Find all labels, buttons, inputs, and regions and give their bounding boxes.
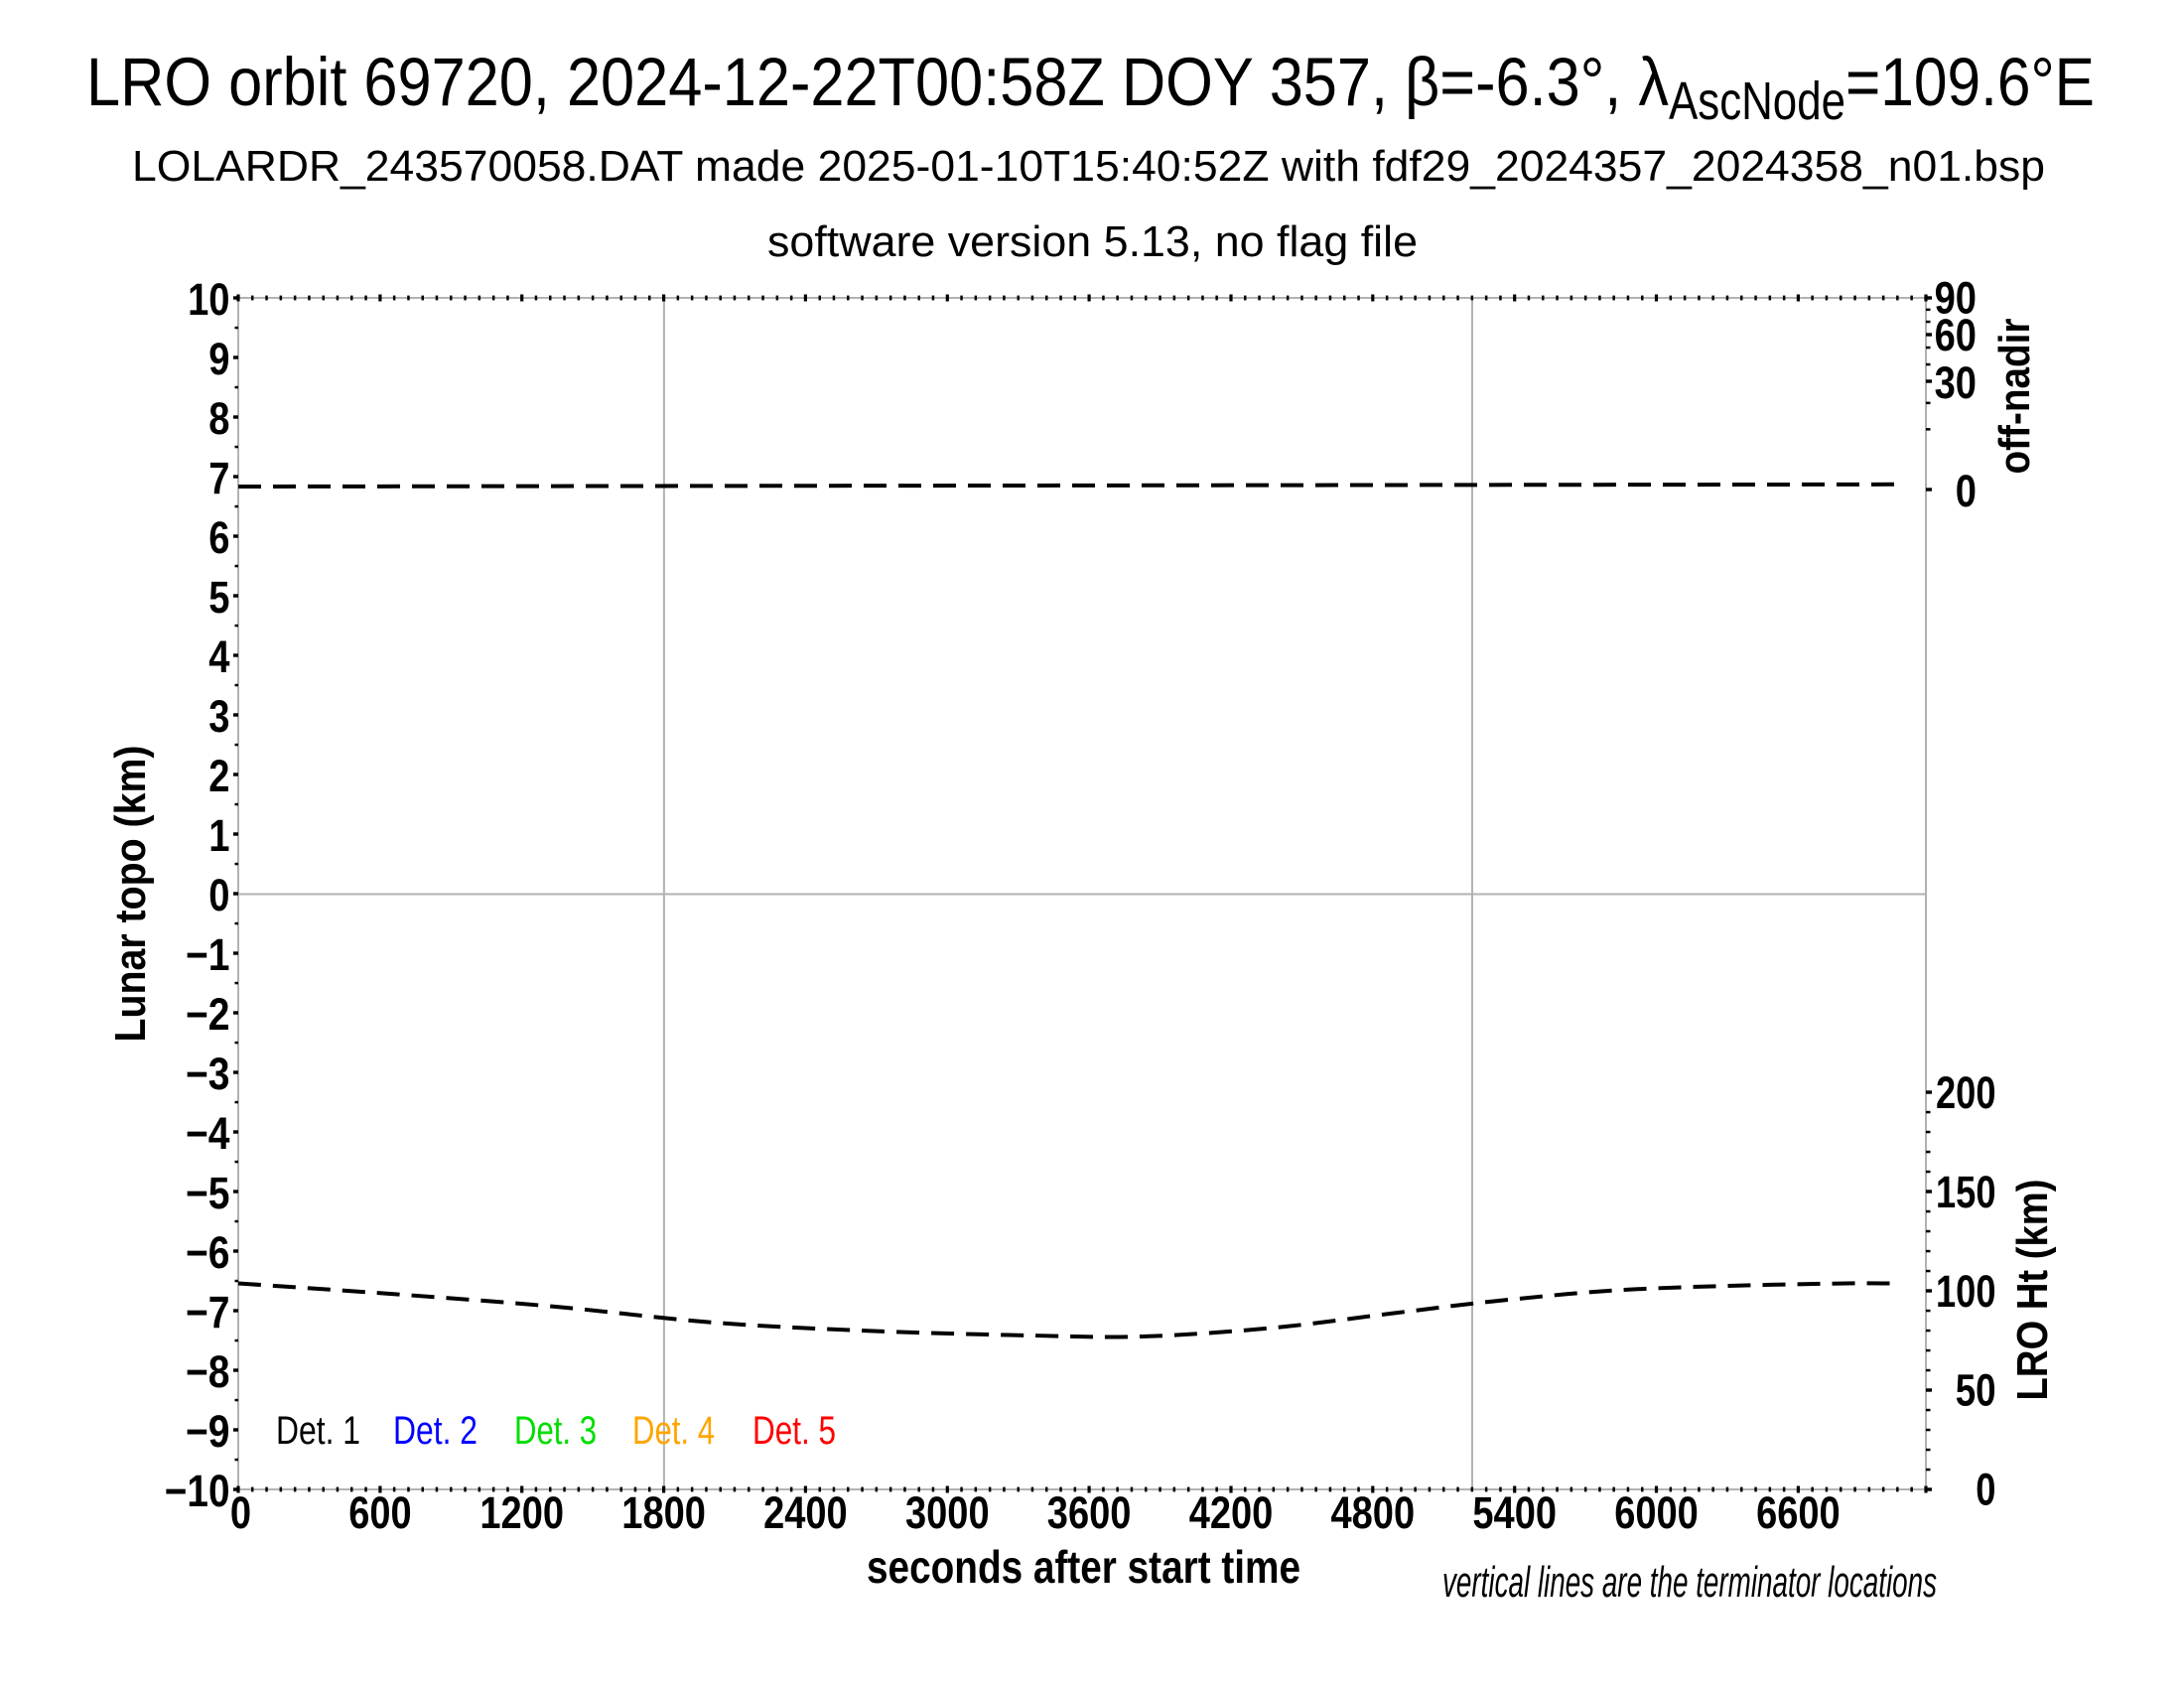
svg-text:8: 8 [208,393,229,444]
svg-text:Lunar topo (km): Lunar topo (km) [106,746,155,1043]
svg-text:−8: −8 [186,1346,230,1397]
svg-text:3: 3 [208,691,229,742]
svg-text:50: 50 [1956,1365,1996,1416]
svg-text:0: 0 [208,870,229,920]
svg-text:100: 100 [1936,1266,1996,1317]
svg-text:Det. 2: Det. 2 [393,1409,478,1453]
svg-text:0: 0 [1956,466,1977,516]
svg-text:Det. 1: Det. 1 [276,1409,360,1453]
svg-text:LOLARDR_243570058.DAT made 202: LOLARDR_243570058.DAT made 2025-01-10T15… [132,142,2045,191]
svg-text:600: 600 [348,1487,411,1538]
svg-text:−9: −9 [186,1406,230,1457]
svg-text:2400: 2400 [763,1487,848,1538]
svg-text:off-nadir: off-nadir [1990,319,2039,475]
svg-text:5: 5 [208,572,229,623]
svg-text:4: 4 [208,632,229,682]
svg-text:9: 9 [208,334,229,384]
svg-text:Det. 4: Det. 4 [632,1409,715,1453]
svg-text:5400: 5400 [1472,1487,1557,1538]
svg-text:−4: −4 [186,1108,230,1159]
svg-text:4200: 4200 [1189,1487,1274,1538]
svg-text:150: 150 [1936,1167,1996,1217]
svg-text:seconds after start time: seconds after start time [867,1541,1300,1593]
svg-text:6: 6 [208,512,229,563]
svg-text:7: 7 [208,453,229,503]
svg-text:=109.6°E: =109.6°E [1845,44,2095,120]
svg-text:−5: −5 [186,1168,230,1218]
svg-text:60: 60 [1935,310,1977,360]
svg-text:6600: 6600 [1756,1487,1841,1538]
svg-text:−6: −6 [186,1227,230,1278]
svg-text:−7: −7 [186,1287,230,1337]
svg-text:1800: 1800 [621,1487,706,1538]
svg-text:3600: 3600 [1047,1487,1132,1538]
svg-text:−10: −10 [165,1466,230,1516]
svg-text:6000: 6000 [1614,1487,1699,1538]
svg-text:Det. 5: Det. 5 [752,1409,836,1453]
svg-text:AscNode: AscNode [1669,71,1845,131]
svg-text:3000: 3000 [905,1487,990,1538]
svg-text:1: 1 [208,810,229,861]
svg-text:200: 200 [1936,1067,1996,1118]
svg-text:4800: 4800 [1331,1487,1416,1538]
svg-text:0: 0 [1976,1465,1995,1515]
svg-text:−2: −2 [186,989,230,1040]
svg-text:30: 30 [1935,357,1977,408]
svg-text:−3: −3 [186,1049,230,1099]
svg-text:vertical lines are the termina: vertical lines are the terminator locati… [1442,1558,1937,1607]
svg-text:LRO orbit 69720, 2024-12-22T00: LRO orbit 69720, 2024-12-22T00:58Z DOY 3… [86,44,1669,120]
svg-text:10: 10 [188,274,229,325]
svg-text:0: 0 [230,1487,251,1538]
svg-text:90: 90 [1935,273,1977,324]
svg-text:1200: 1200 [479,1487,564,1538]
svg-text:Det. 3: Det. 3 [514,1409,597,1453]
svg-text:software version 5.13, no flag: software version 5.13, no flag file [767,217,1418,266]
svg-text:2: 2 [208,751,229,801]
svg-text:LRO Ht (km): LRO Ht (km) [2008,1180,2057,1401]
svg-text:−1: −1 [186,929,230,980]
